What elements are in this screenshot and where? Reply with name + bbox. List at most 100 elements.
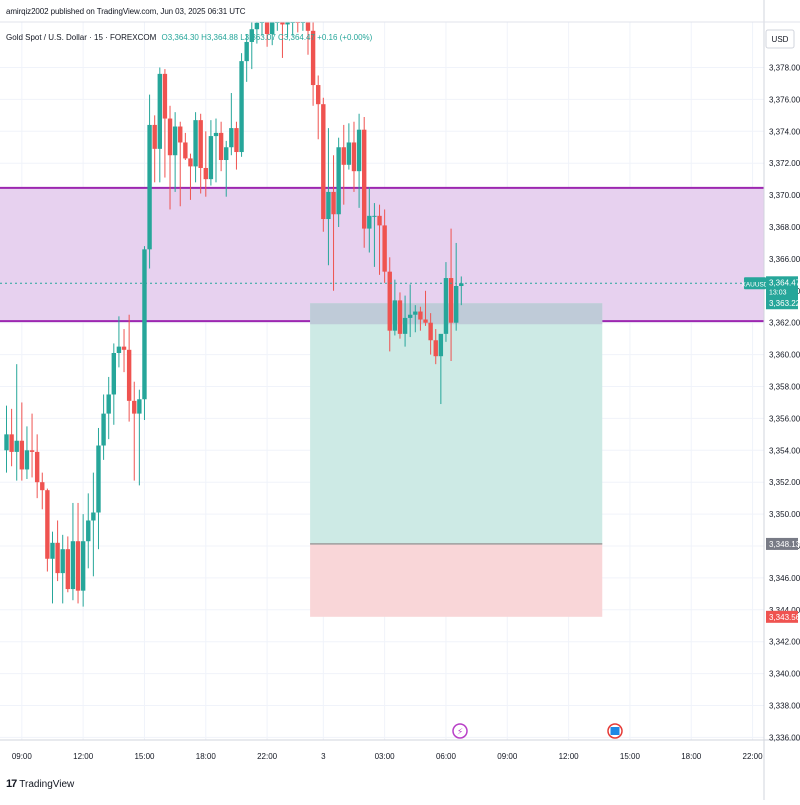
price-tick-label: 3,356.00 [769, 414, 800, 423]
candle-bullish [239, 61, 244, 153]
candle-bullish [116, 346, 122, 354]
candle-bearish [40, 482, 45, 491]
candle-bullish [413, 311, 418, 315]
candle-bullish [86, 520, 91, 542]
ohlc-values: O3,364.30 H3,364.88 L3,363.07 C3,364.47 … [161, 33, 373, 42]
price-tick-label: 3,338.00 [769, 702, 800, 711]
price-tick-label: 3,360.00 [769, 351, 800, 360]
candle-bullish [372, 215, 377, 217]
candle-bearish [121, 346, 127, 350]
time-tick-label: 22:00 [257, 752, 278, 761]
stop-price-tag [766, 610, 798, 623]
candle-bearish [264, 22, 270, 35]
candle-bearish [126, 349, 132, 401]
price-tick-label: 3,354.00 [769, 446, 800, 455]
candle-bearish [423, 319, 428, 323]
lightning-event-icon [452, 723, 468, 739]
time-tick-label: 22:00 [743, 752, 764, 761]
price-tick-label: 3,368.00 [769, 223, 800, 232]
candle-bullish [346, 142, 352, 165]
candle-bearish [321, 104, 326, 220]
candles [4, 22, 464, 607]
entry-price-tag-text: 3,363.22 [769, 299, 800, 308]
price-tick-label: 3,372.00 [769, 159, 800, 168]
overlays: ⚡ [0, 282, 764, 739]
time-tick-label: 15:00 [134, 752, 155, 761]
currency-button [765, 29, 795, 49]
candle-bearish [387, 271, 392, 331]
candle-bullish [147, 124, 152, 250]
symbol-tag-text: XAUUSD [741, 281, 768, 288]
candle-bearish [433, 340, 438, 357]
candle-bullish [459, 283, 464, 287]
candle-bullish [208, 136, 214, 180]
candle-bullish [249, 29, 254, 42]
publisher-line: amirqiz2002 published on TradingView.com… [6, 7, 246, 16]
price-tick-label: 3,344.00 [769, 606, 800, 615]
position-stop-area [310, 543, 603, 617]
candle-bearish [65, 549, 71, 590]
last-price-tag [766, 276, 798, 299]
price-tick-label: 3,342.00 [769, 638, 800, 647]
candle-bearish [162, 73, 168, 119]
supply-zone-rect [0, 187, 764, 322]
time-tick-label: 03:00 [375, 752, 396, 761]
candle-bullish [50, 542, 55, 559]
time-tick-label: 12:00 [559, 752, 580, 761]
candle-bearish [310, 30, 316, 86]
candle-bearish [45, 490, 50, 559]
tradingview-logo-icon: 17 [6, 778, 17, 790]
candle-bearish [377, 215, 382, 226]
candle-bearish [397, 300, 403, 334]
candle-bullish [24, 450, 30, 470]
candle-bearish [305, 22, 311, 31]
time-tick-label: 09:00 [497, 752, 518, 761]
candle-bullish [438, 333, 444, 357]
position-target-area [310, 303, 603, 544]
last-price-tag-text: 3,364.47 [769, 278, 800, 287]
candle-bearish [428, 322, 433, 341]
time-tick-label: 09:00 [12, 752, 33, 761]
candle-bullish [137, 399, 142, 414]
lightning-glyph: ⚡ [457, 727, 463, 737]
price-tick-label: 3,358.00 [769, 383, 800, 392]
candle-bullish [254, 22, 260, 30]
time-tick-label: 18:00 [681, 752, 702, 761]
price-labels: XAUUSD 3,364.47 13:03 3,363.22 3,348.13 3,343… [741, 276, 800, 623]
price-tick-label: 3,370.00 [769, 191, 800, 200]
candle-bullish [111, 353, 117, 395]
brand-label: TradingView [19, 778, 75, 790]
candle-bullish [172, 126, 178, 156]
candle-bullish [407, 314, 413, 318]
candle-bullish [60, 549, 65, 574]
time-tick-label: 3 [321, 752, 326, 761]
candle-bearish [167, 118, 173, 156]
candle-bullish [106, 394, 111, 414]
candle-bearish [331, 191, 336, 215]
us-flag-glyph [610, 727, 620, 735]
candle-bullish [229, 128, 234, 148]
entry-price-tag [766, 297, 798, 310]
symbol-tag [744, 277, 766, 290]
candle-bearish [132, 400, 137, 414]
candle-bullish [326, 191, 331, 220]
time-tick-label: 12:00 [73, 752, 94, 761]
candle-bullish [224, 147, 229, 161]
candle-bullish [443, 278, 449, 334]
price-tick-label: 3,366.00 [769, 255, 800, 264]
candle-bullish [142, 249, 147, 400]
candle-bearish [75, 541, 81, 591]
candle-bullish [213, 132, 219, 137]
time-tick-label: 06:00 [436, 752, 457, 761]
candle-bullish [270, 22, 275, 35]
candle-bullish [4, 434, 9, 451]
price-tick-label: 3,374.00 [769, 127, 800, 136]
price-tick-label: 3,352.00 [769, 478, 800, 487]
candle-bullish [70, 541, 76, 590]
candle-bullish [356, 129, 362, 172]
price-tick-label: 3,350.00 [769, 510, 800, 519]
candle-bearish [55, 542, 60, 574]
candle-bearish [152, 124, 157, 149]
